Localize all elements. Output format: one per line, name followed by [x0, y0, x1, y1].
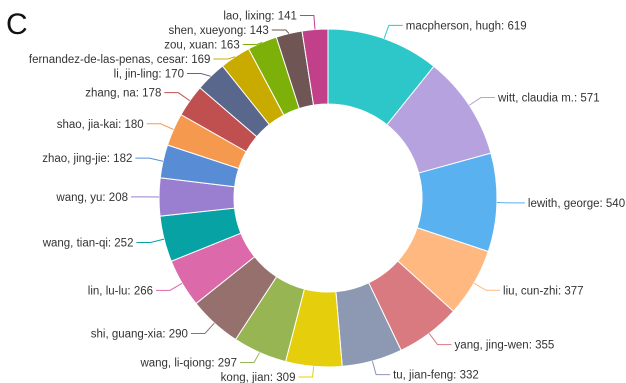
slice-label-macpherson-hugh: macpherson, hugh: 619: [406, 20, 527, 32]
leader-lao-lixing: [299, 15, 316, 30]
leader-shi-guang-xia: [190, 322, 215, 334]
slice-label-shi-guang-xia: shi, guang-xia: 290: [91, 328, 188, 340]
leader-zou-xuan: [242, 41, 263, 46]
slice-label-zou-xuan: zou, xuan: 163: [164, 40, 239, 52]
slice-label-kong-jian: kong, jian: 309: [221, 372, 296, 383]
leader-wang-tian-qi: [136, 238, 165, 244]
slice-labels: macpherson, hugh: 619 witt, claudia m.: 5…: [29, 11, 625, 383]
slice-lao-lixing: [301, 28, 329, 106]
leader-zhang-na: [164, 92, 191, 102]
slice-label-witt-claudia-m: witt, claudia m.: 571: [497, 93, 600, 105]
slice-label-zhao-jing-jie: zhao, jing-jie: 182: [42, 153, 132, 165]
leader-zhao-jing-jie: [135, 157, 164, 162]
slice-label-wang-tian-qi: wang, tian-qi: 252: [42, 238, 134, 250]
slice-label-lao-lixing: lao, lixing: 141: [223, 11, 297, 23]
leader-witt-claudia-m: [468, 97, 495, 106]
slice-label-wang-yu: wang, yu: 208: [55, 192, 128, 204]
slice-label-lewith-george: lewith, george: 540: [528, 198, 625, 210]
slice-label-li-jin-ling: li, jin-ling: 170: [114, 69, 184, 81]
leader-liu-cun-zhi: [473, 282, 501, 291]
slice-label-yang-jing-wen: yang, jing-wen: 355: [455, 340, 555, 352]
slice-label-shen-xueyong: shen, xueyong: 143: [168, 25, 268, 37]
slice-label-lin-lu-lu: lin, lu-lu: 266: [88, 285, 153, 297]
slice-label-zhang-na: zhang, na: 178: [85, 88, 161, 100]
slice-label-fernandez-de-las-penas-cesar: fernandez-de-las-penas, cesar: 169: [29, 54, 211, 66]
leader-lin-lu-lu: [156, 282, 183, 291]
leader-lines: [131, 15, 525, 378]
donut-slices: [158, 28, 498, 368]
leader-tu-jian-feng: [371, 360, 391, 376]
leader-shen-xueyong: [271, 29, 290, 34]
slice-label-tu-jian-feng: tu, jian-feng: 332: [393, 370, 479, 382]
leader-fernandez-de-las-penas-cesar: [213, 56, 236, 60]
leader-li-jin-ling: [186, 73, 211, 77]
leader-yang-jing-wen: [428, 333, 452, 346]
panel-label: C: [6, 8, 28, 41]
slice-label-shao-jia-kai: shao, jia-kai: 180: [57, 119, 144, 131]
leader-wang-li-qiong: [239, 352, 261, 363]
slice-label-liu-cun-zhi: liu, cun-zhi: 377: [503, 285, 584, 297]
leader-shao-jia-kai: [146, 123, 174, 130]
leader-kong-jian: [298, 366, 315, 378]
slice-label-wang-li-qiong: wang, li-qiong: 297: [139, 358, 237, 370]
leader-macpherson-hugh: [383, 24, 403, 39]
